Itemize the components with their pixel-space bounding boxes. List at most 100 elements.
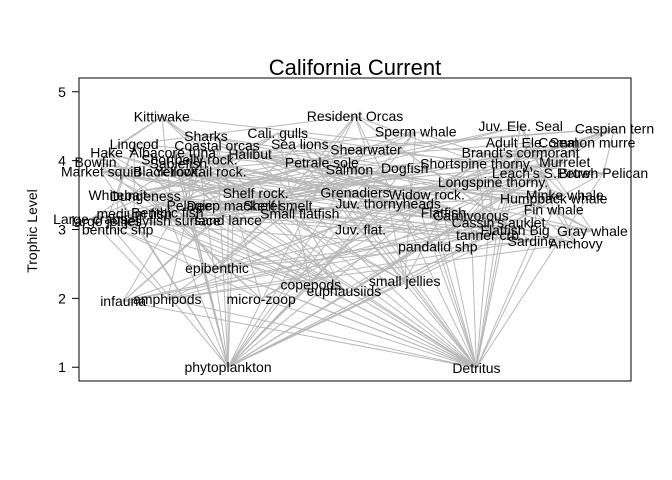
species-label: phytoplankton [184, 359, 271, 375]
species-label: Petrale sole [285, 155, 359, 171]
species-label: Brown Pelican [559, 165, 649, 181]
food-web-link [360, 229, 406, 282]
food-web-link [161, 116, 565, 163]
food-web-link [277, 132, 477, 369]
species-label: Detritus [452, 360, 500, 376]
food-web-link [249, 153, 576, 244]
food-web-link [167, 198, 554, 300]
food-web-link [189, 204, 516, 231]
food-web-link [227, 172, 543, 368]
species-label: Humpback whale [500, 191, 608, 207]
plot-frame [78, 77, 632, 382]
food-web-link [475, 181, 494, 368]
y-axis: 1 2 3 4 5 [58, 84, 80, 375]
species-label: Minke whale [526, 187, 604, 203]
species-label: tanner crb [456, 227, 519, 243]
species-label: Sablefish [150, 155, 208, 171]
food-web-link [475, 209, 555, 369]
species-label: Adult Ele. Seal [486, 135, 578, 151]
food-web-link [442, 212, 477, 369]
food-web-link [514, 172, 544, 231]
species-label: Leach's S.Petrel [492, 165, 594, 181]
y-tick-label: 5 [58, 84, 66, 100]
food-web-link [106, 162, 323, 222]
species-label: benthic shp [82, 222, 154, 238]
food-web-link [233, 151, 521, 206]
food-web-link [123, 300, 477, 369]
food-web-link [475, 163, 499, 223]
food-web-link [123, 234, 488, 302]
species-label: Deep mackerel [186, 197, 280, 213]
food-web-link [117, 162, 322, 196]
food-web-link [227, 205, 235, 368]
food-web-link [476, 172, 604, 369]
food-web-link [343, 161, 566, 292]
food-web-link [227, 284, 312, 368]
food-web-link [227, 234, 488, 368]
food-web-link [475, 126, 522, 369]
species-label: Carnivorous [433, 208, 508, 224]
species-label: small jellies [369, 273, 441, 289]
species-label: Sea lions [271, 136, 329, 152]
y-tick-label: 1 [58, 359, 66, 375]
food-web-link [475, 152, 522, 369]
food-web-link [167, 171, 554, 200]
food-web-link [255, 161, 565, 194]
species-label: pandalid shp [398, 239, 478, 255]
species-label: Juv. Ele. Seal [478, 118, 563, 134]
species-label: Common murre [538, 135, 635, 151]
food-web-link [167, 242, 576, 300]
food-web-link [167, 169, 350, 300]
food-web-link [277, 132, 477, 164]
food-web-link [123, 222, 499, 302]
species-label: Murrelet [539, 154, 590, 170]
food-web-link [106, 151, 345, 292]
food-web-link [475, 241, 533, 369]
species-label: epibenthic [185, 260, 249, 276]
food-web-link [145, 132, 278, 197]
food-web-link [200, 171, 361, 230]
species-label: Hake [90, 144, 123, 160]
food-web-link [95, 116, 163, 163]
food-web-link [117, 149, 367, 196]
species-label: Pelagic [166, 197, 212, 213]
food-web-link [199, 171, 229, 368]
food-web-link [498, 152, 522, 223]
food-web-link [189, 127, 615, 160]
species-label: Gray whale [557, 223, 628, 239]
species-label: Cali. gulls [247, 125, 308, 141]
food-web-link [354, 115, 477, 369]
species-label: large jellies [72, 213, 142, 229]
species-label: Fin whale [524, 202, 584, 218]
food-web-link [354, 191, 516, 231]
food-web-link [145, 167, 405, 197]
food-web-link [531, 172, 544, 242]
food-web-link [227, 229, 361, 368]
food-web-link [470, 215, 477, 368]
food-web-link [227, 219, 477, 369]
food-web-link [166, 212, 229, 368]
species-label: Dogfish [381, 160, 428, 176]
species-label: Shelf rock. [223, 185, 289, 201]
food-web-link [106, 143, 135, 222]
species-label: Black rock. [133, 164, 201, 180]
food-web-link [89, 171, 168, 220]
food-web-link [117, 194, 229, 368]
food-web-link [492, 181, 577, 244]
species-label: Halibut [228, 146, 272, 162]
species-label: Bowfin [75, 154, 117, 170]
food-web-link [354, 192, 477, 369]
food-web-link [233, 204, 361, 230]
food-web-link [216, 267, 477, 369]
species-label: Kittiwake [134, 109, 190, 125]
food-web-link [349, 169, 472, 217]
food-web-link [178, 162, 405, 282]
food-web-link [216, 240, 532, 269]
food-web-link [299, 143, 477, 369]
food-web-link [188, 205, 229, 368]
food-web-link [387, 127, 615, 204]
species-label: Shortbelly rock. [141, 151, 237, 167]
y-tick-label: 4 [58, 153, 66, 169]
